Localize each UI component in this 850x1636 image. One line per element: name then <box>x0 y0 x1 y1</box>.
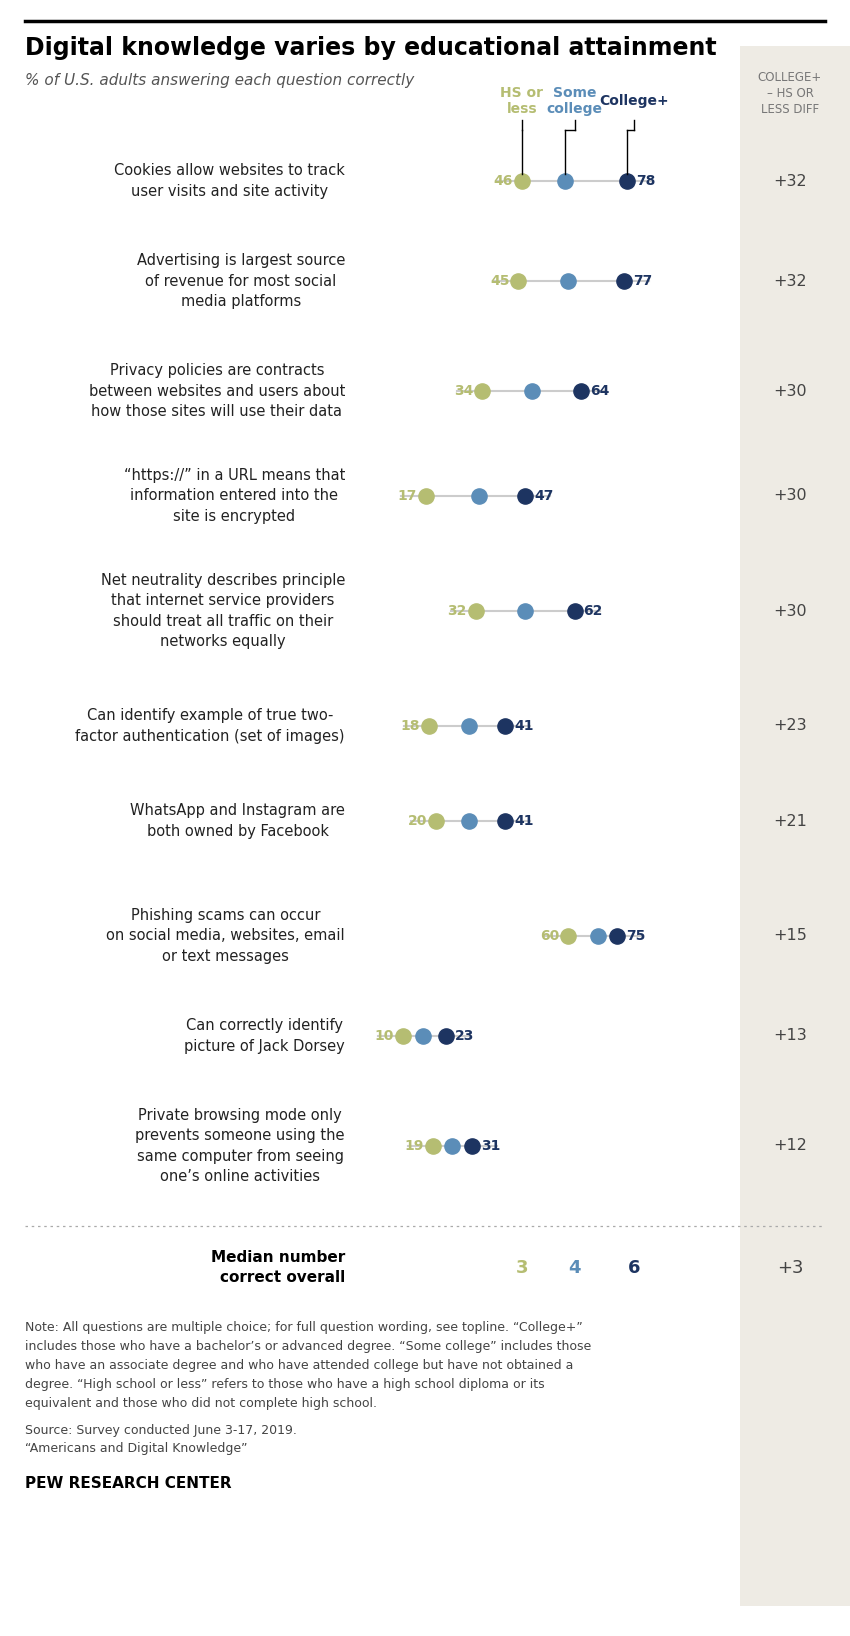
Point <box>429 808 443 834</box>
Text: Privacy policies are contracts
between websites and users about
how those sites : Privacy policies are contracts between w… <box>88 363 345 419</box>
Point <box>575 378 588 404</box>
Text: Private browsing mode only
prevents someone using the
same computer from seeing
: Private browsing mode only prevents some… <box>135 1108 345 1184</box>
Text: Median number: Median number <box>211 1250 345 1266</box>
Text: Phishing scams can occur
on social media, websites, email
or text messages: Phishing scams can occur on social media… <box>106 908 345 964</box>
Text: Net neutrality describes principle
that internet service providers
should treat : Net neutrality describes principle that … <box>100 573 345 649</box>
Point <box>498 808 512 834</box>
Text: LESS DIFF: LESS DIFF <box>761 103 819 116</box>
Point <box>419 483 433 509</box>
Text: 75: 75 <box>626 929 646 942</box>
Point <box>422 713 436 739</box>
Text: +15: +15 <box>773 929 807 944</box>
Text: HS or: HS or <box>501 87 543 100</box>
Text: 45: 45 <box>490 273 509 288</box>
Text: 46: 46 <box>493 173 513 188</box>
Point <box>498 713 512 739</box>
Text: +12: +12 <box>773 1139 807 1153</box>
Text: +13: +13 <box>774 1029 807 1044</box>
Text: College+: College+ <box>599 93 669 108</box>
Text: 3: 3 <box>516 1260 528 1278</box>
Text: correct overall: correct overall <box>220 1271 345 1286</box>
Text: 78: 78 <box>637 173 655 188</box>
Point <box>558 169 571 195</box>
Text: Note: All questions are multiple choice; for full question wording, see topline.: Note: All questions are multiple choice;… <box>25 1320 583 1333</box>
Point <box>462 713 476 739</box>
Text: +32: +32 <box>774 273 807 288</box>
Text: equivalent and those who did not complete high school.: equivalent and those who did not complet… <box>25 1397 377 1410</box>
Text: 41: 41 <box>514 718 534 733</box>
Text: +30: +30 <box>774 383 807 399</box>
Point <box>518 483 532 509</box>
Point <box>475 378 489 404</box>
Text: 17: 17 <box>398 489 417 502</box>
Text: “https://” in a URL means that
information entered into the
site is encrypted: “https://” in a URL means that informati… <box>123 468 345 524</box>
Text: +30: +30 <box>774 604 807 618</box>
Text: 41: 41 <box>514 815 534 828</box>
Point <box>466 1132 479 1158</box>
Text: less: less <box>507 101 537 116</box>
Text: 77: 77 <box>633 273 652 288</box>
Point <box>518 597 532 623</box>
Text: 23: 23 <box>455 1029 474 1044</box>
Text: who have an associate degree and who have attended college but have not obtained: who have an associate degree and who hav… <box>25 1360 574 1373</box>
Point <box>512 268 525 294</box>
Text: Some: Some <box>552 87 597 100</box>
Point <box>515 169 529 195</box>
Text: Source: Survey conducted June 3-17, 2019.: Source: Survey conducted June 3-17, 2019… <box>25 1423 297 1436</box>
Text: – HS OR: – HS OR <box>767 87 813 100</box>
Text: Digital knowledge varies by educational attainment: Digital knowledge varies by educational … <box>25 36 717 61</box>
Text: 10: 10 <box>375 1029 394 1044</box>
Point <box>561 268 575 294</box>
Point <box>472 483 485 509</box>
Text: 60: 60 <box>540 929 559 942</box>
Point <box>561 923 575 949</box>
Text: +23: +23 <box>774 718 807 733</box>
Text: Can correctly identify
picture of Jack Dorsey: Can correctly identify picture of Jack D… <box>184 1018 345 1054</box>
Point <box>396 1022 410 1049</box>
Point <box>469 597 483 623</box>
Text: Can identify example of true two-
factor authentication (set of images): Can identify example of true two- factor… <box>76 708 345 744</box>
Point <box>591 923 604 949</box>
Text: “Americans and Digital Knowledge”: “Americans and Digital Knowledge” <box>25 1441 247 1454</box>
Point <box>439 1022 453 1049</box>
Text: 4: 4 <box>569 1260 581 1278</box>
Text: 64: 64 <box>590 384 609 398</box>
Text: WhatsApp and Instagram are
both owned by Facebook: WhatsApp and Instagram are both owned by… <box>130 803 345 839</box>
Point <box>617 268 631 294</box>
Point <box>610 923 624 949</box>
Text: 62: 62 <box>584 604 603 618</box>
Point <box>445 1132 459 1158</box>
Point <box>620 169 634 195</box>
Point <box>416 1022 429 1049</box>
Text: Cookies allow websites to track
user visits and site activity: Cookies allow websites to track user vis… <box>114 164 345 198</box>
Bar <box>740 46 850 1607</box>
Text: Advertising is largest source
of revenue for most social
media platforms: Advertising is largest source of revenue… <box>137 254 345 309</box>
Text: +30: +30 <box>774 489 807 504</box>
Text: +32: +32 <box>774 173 807 188</box>
Point <box>462 808 476 834</box>
Text: +3: +3 <box>777 1260 803 1278</box>
Text: % of U.S. adults answering each question correctly: % of U.S. adults answering each question… <box>25 74 414 88</box>
Point <box>525 378 539 404</box>
Text: college: college <box>547 101 603 116</box>
Text: 34: 34 <box>454 384 473 398</box>
Text: 18: 18 <box>401 718 421 733</box>
Text: +21: +21 <box>773 813 807 828</box>
Text: 19: 19 <box>405 1139 423 1153</box>
Point <box>426 1132 439 1158</box>
Text: 6: 6 <box>628 1260 640 1278</box>
Text: 47: 47 <box>534 489 553 502</box>
Text: 32: 32 <box>447 604 467 618</box>
Point <box>568 597 581 623</box>
Text: includes those who have a bachelor’s or advanced degree. “Some college” includes: includes those who have a bachelor’s or … <box>25 1340 592 1353</box>
Text: 31: 31 <box>481 1139 501 1153</box>
Text: COLLEGE+: COLLEGE+ <box>758 70 822 83</box>
Text: 20: 20 <box>408 815 427 828</box>
Text: degree. “High school or less” refers to those who have a high school diploma or : degree. “High school or less” refers to … <box>25 1378 545 1391</box>
Text: PEW RESEARCH CENTER: PEW RESEARCH CENTER <box>25 1476 231 1490</box>
